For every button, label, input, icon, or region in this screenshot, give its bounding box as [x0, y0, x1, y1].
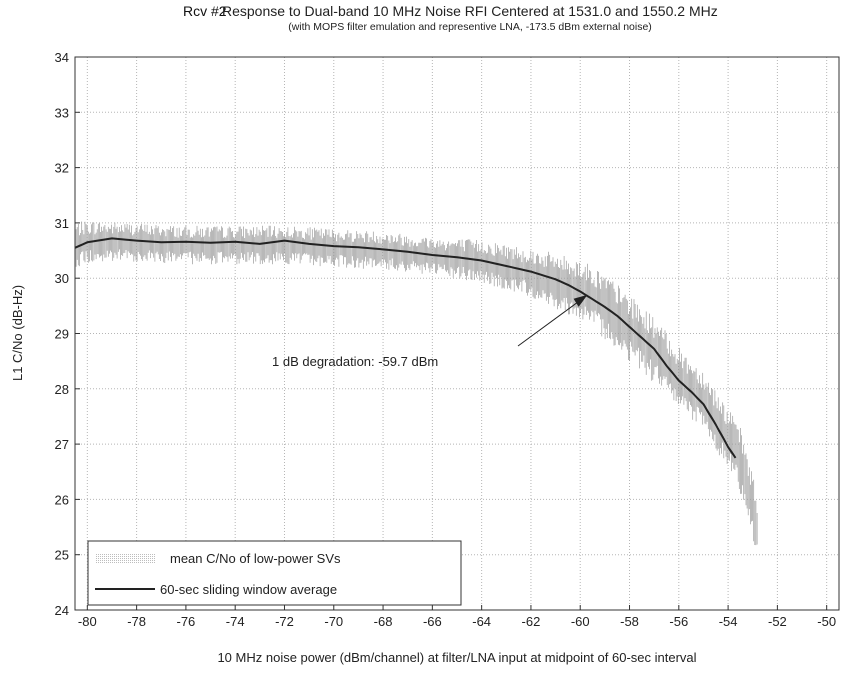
- x-tick-label: -74: [226, 614, 245, 629]
- annotation-arrowhead: [573, 294, 588, 307]
- legend-box: [87, 540, 462, 606]
- annotation: 1 dB degradation: -59.7 dBm: [272, 294, 588, 369]
- x-tick-label: -50: [817, 614, 836, 629]
- data-series: [74, 221, 758, 546]
- series-average-line: [74, 237, 737, 459]
- y-tick-label: 27: [55, 437, 69, 452]
- x-tick-label: -58: [620, 614, 639, 629]
- grid: [75, 56, 839, 611]
- legend-swatch-noisy: [95, 553, 155, 563]
- y-tick-label: 26: [55, 492, 69, 507]
- legend-label-average: 60-sec sliding window average: [160, 582, 337, 597]
- x-axis-label: 10 MHz noise power (dBm/channel) at filt…: [217, 650, 696, 665]
- x-tick-label: -66: [423, 614, 442, 629]
- receiver-label: Rcv #2: [183, 3, 227, 19]
- x-tick-label: -54: [719, 614, 738, 629]
- legend: mean C/No of low-power SVs 60-sec slidin…: [87, 540, 462, 606]
- x-tick-label: -56: [669, 614, 688, 629]
- legend-label-noisy: mean C/No of low-power SVs: [170, 551, 341, 566]
- x-tick-label: -72: [275, 614, 294, 629]
- x-tick-label: -64: [472, 614, 491, 629]
- x-tick-label: -76: [177, 614, 196, 629]
- noisy-sample-trace: [74, 221, 758, 546]
- chart-title: Response to Dual-band 10 MHz Noise RFI C…: [222, 3, 718, 19]
- y-tick-label: 28: [55, 382, 69, 397]
- annotation-arrow: [517, 300, 580, 347]
- y-axis-label: L1 C/No (dB-Hz): [10, 285, 25, 381]
- chart-subtitle: (with MOPS filter emulation and represen…: [288, 21, 652, 33]
- y-tick-label: 24: [55, 603, 69, 618]
- y-tick-label: 32: [55, 161, 69, 176]
- x-tick-label: -62: [522, 614, 541, 629]
- y-tick-label: 30: [55, 271, 69, 286]
- x-tick-label: -80: [78, 614, 97, 629]
- axis-ticks: -80 -78 -76 -74 -72 -70 -68 -66 -64 -62 -60 -58 -56 -…: [55, 50, 837, 629]
- x-tick-label: -70: [324, 614, 343, 629]
- y-tick-label: 25: [55, 548, 69, 563]
- series-noisy-samples: [74, 221, 758, 546]
- x-tick-label: -78: [127, 614, 146, 629]
- x-tick-label: -68: [374, 614, 393, 629]
- y-tick-label: 31: [55, 216, 69, 231]
- y-tick-label: 34: [55, 50, 69, 65]
- x-tick-label: -52: [768, 614, 787, 629]
- annotation-text: 1 dB degradation: -59.7 dBm: [272, 354, 438, 369]
- y-tick-label: 33: [55, 105, 69, 120]
- x-tick-label: -60: [571, 614, 590, 629]
- y-tick-label: 29: [55, 327, 69, 342]
